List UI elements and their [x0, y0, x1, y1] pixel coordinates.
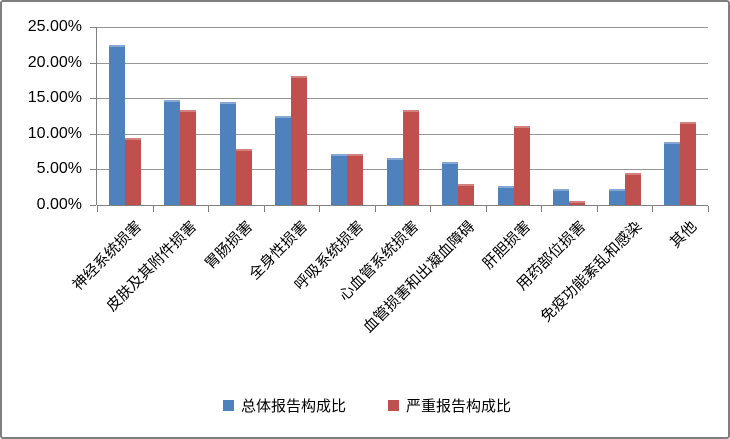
y-axis-tick-label: 10.00%: [27, 124, 82, 142]
y-axis-tick-label: 20.00%: [27, 53, 82, 71]
y-axis-tick: [90, 62, 96, 64]
bar: [624, 172, 641, 205]
bar: [513, 125, 530, 205]
x-axis-tick: [97, 206, 98, 212]
bar: [164, 100, 181, 205]
gridline: [97, 62, 708, 64]
bar: [664, 141, 681, 205]
bar: [680, 122, 697, 205]
y-axis-tick: [90, 98, 96, 100]
x-axis-tick: [263, 206, 265, 212]
bar: [386, 158, 403, 205]
y-axis-tick-label: 5.00%: [36, 160, 82, 178]
y-axis-tick-label: 0.00%: [36, 196, 82, 213]
bar: [553, 188, 570, 205]
x-axis-tick: [152, 206, 154, 212]
x-axis-tick: [208, 206, 210, 212]
y-axis-tick: [90, 205, 96, 206]
legend-label-total: 总体报告构成比: [240, 398, 346, 415]
y-axis-tick-label: 25.00%: [27, 18, 82, 35]
x-axis-tick: [430, 206, 432, 212]
gridline: [97, 98, 708, 100]
x-axis-category-label: 免疫功能紊乱和感染: [537, 218, 645, 326]
bar: [346, 153, 363, 205]
x-axis-tick: [596, 206, 598, 212]
x-axis-category-label: 其他: [667, 218, 701, 252]
y-axis-tick: [90, 133, 96, 135]
y-axis-tick-label: 15.00%: [27, 89, 82, 107]
bar: [458, 183, 475, 205]
bar: [442, 161, 459, 205]
bar: [608, 189, 625, 205]
bar: [275, 116, 292, 205]
bar: [108, 44, 125, 205]
bar: [402, 109, 419, 205]
x-axis-tick: [319, 206, 321, 212]
bar: [330, 154, 347, 205]
legend-swatch-blue: [222, 400, 234, 411]
x-axis-tick: [485, 206, 487, 212]
bar: [235, 149, 252, 205]
y-axis-tick: [90, 27, 96, 28]
x-axis-tick: [708, 206, 709, 212]
legend: 总体报告构成比 严重报告构成比: [2, 395, 728, 416]
gridline: [97, 27, 708, 28]
bar: [180, 110, 197, 205]
bar: [497, 186, 514, 205]
legend-swatch-red: [388, 400, 399, 411]
bar: [124, 138, 141, 205]
x-axis-tick: [374, 206, 376, 212]
bar: [219, 101, 236, 205]
bar: [291, 76, 308, 205]
x-axis-tick: [541, 206, 543, 212]
bar: [569, 200, 586, 205]
y-axis-line: [96, 27, 97, 205]
legend-item-serious: 严重报告构成比: [388, 395, 511, 416]
x-axis-tick: [652, 206, 654, 212]
legend-label-serious: 严重报告构成比: [406, 398, 512, 415]
y-axis-tick: [90, 169, 96, 171]
legend-item-total: 总体报告构成比: [222, 395, 346, 416]
x-axis-line: [97, 205, 708, 206]
